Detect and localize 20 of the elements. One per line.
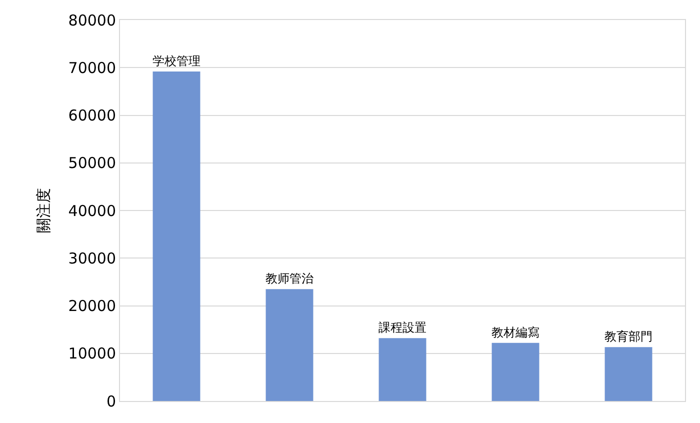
x-tick-label: 教育部門 bbox=[604, 330, 652, 344]
bar bbox=[266, 289, 314, 401]
x-tick-label: 教材編寫 bbox=[492, 325, 540, 340]
y-tick-label: 40000 bbox=[68, 202, 116, 220]
y-tick-label: 50000 bbox=[68, 154, 116, 172]
x-tick-label: 教师管治 bbox=[266, 272, 314, 286]
y-tick-label: 60000 bbox=[68, 106, 116, 124]
y-tick-label: 30000 bbox=[68, 249, 116, 268]
x-tick-label: 学校管理 bbox=[152, 54, 200, 68]
y-tick-label: 10000 bbox=[68, 344, 116, 363]
y-axis-title: 關注度 bbox=[34, 188, 53, 233]
bar bbox=[604, 347, 652, 401]
bar bbox=[378, 338, 426, 401]
y-tick-label: 80000 bbox=[68, 11, 116, 30]
x-tick-label: 課程設置 bbox=[378, 320, 426, 335]
bar bbox=[492, 342, 540, 401]
bar bbox=[152, 71, 200, 401]
y-tick-label: 20000 bbox=[68, 297, 116, 315]
y-tick-label: 0 bbox=[106, 392, 116, 410]
y-tick-label: 70000 bbox=[68, 58, 116, 77]
